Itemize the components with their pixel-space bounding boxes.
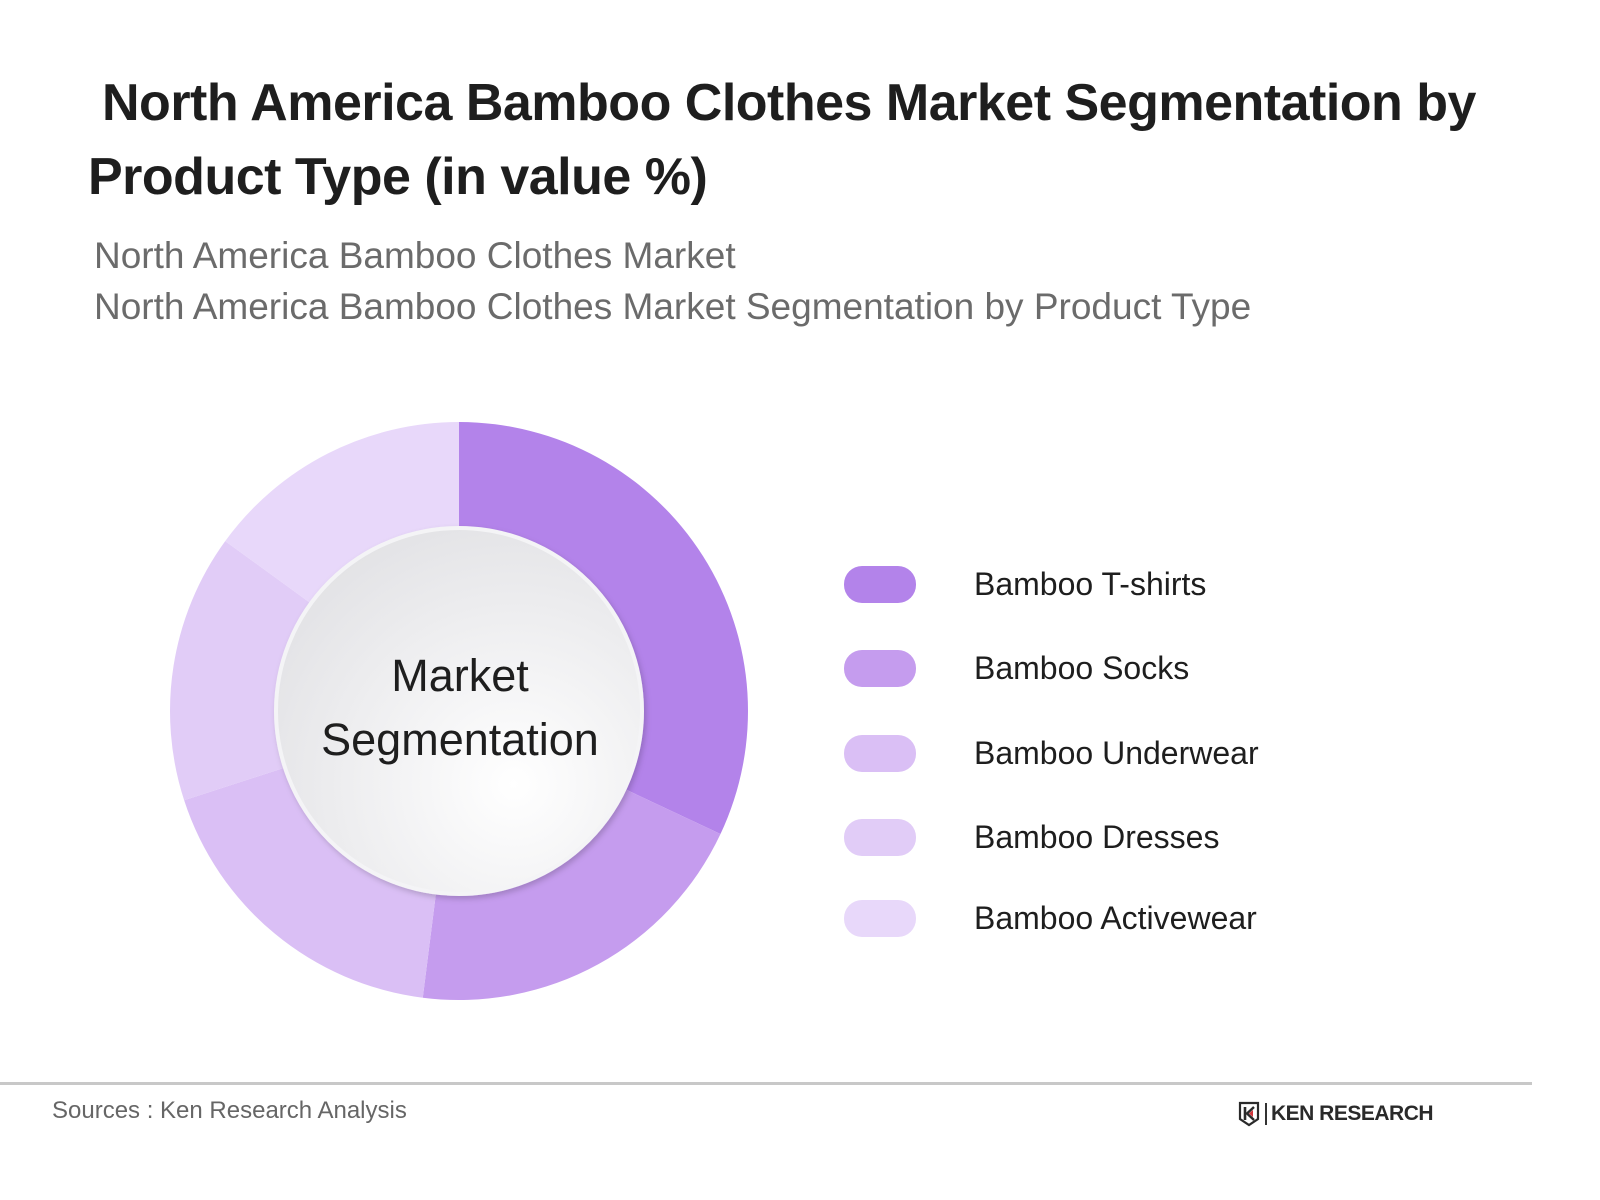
legend-swatch-icon (844, 649, 916, 687)
donut-svg (170, 422, 748, 1000)
ken-research-logo: KEN RESEARCH (1238, 1101, 1434, 1127)
legend-label: Bamboo T-shirts (974, 565, 1207, 602)
legend-item-socks: Bamboo Socks (844, 648, 1189, 688)
subtitle-line-2: North America Bamboo Clothes Market Segm… (94, 286, 1252, 327)
donut-center-disc (274, 526, 644, 896)
chart-title: North America Bamboo Clothes Market Segm… (88, 66, 1528, 214)
center-label-line-2: Segmentation (321, 714, 599, 765)
logo-text: KEN RESEARCH (1271, 1102, 1434, 1125)
logo-separator (1265, 1103, 1267, 1125)
legend-label: Bamboo Activewear (974, 899, 1257, 936)
chart-title-line-1: North America Bamboo Clothes Market Segm… (102, 74, 1476, 132)
center-label-line-1: Market (391, 650, 529, 701)
footer-divider (0, 1082, 1532, 1085)
legend-swatch-icon (844, 818, 916, 856)
chart-title-line-2: Product Type (in value %) (88, 148, 708, 206)
legend-label: Bamboo Underwear (974, 734, 1259, 771)
legend-item-underwear: Bamboo Underwear (844, 733, 1259, 773)
ken-research-shield-icon (1238, 1101, 1260, 1127)
chart-subtitle: North America Bamboo Clothes Market Nort… (94, 230, 1251, 332)
legend-swatch-icon (844, 899, 916, 937)
legend-item-dresses: Bamboo Dresses (844, 817, 1219, 857)
legend-swatch-icon (844, 565, 916, 603)
legend-swatch-icon (844, 734, 916, 772)
legend-label: Bamboo Socks (974, 649, 1190, 686)
donut-chart: Market Segmentation (160, 412, 760, 1012)
donut-slice-bamboo-socks (422, 774, 721, 1000)
legend-label: Bamboo Dresses (974, 818, 1220, 855)
subtitle-line-1: North America Bamboo Clothes Market (94, 235, 736, 276)
sources-note: Sources : Ken Research Analysis (52, 1097, 407, 1124)
donut-center-label: Market Segmentation (290, 644, 630, 772)
legend-item-activewear: Bamboo Activewear (844, 898, 1257, 938)
legend-item-tshirts: Bamboo T-shirts (844, 564, 1206, 604)
donut-slice-bamboo-underwear (184, 757, 441, 998)
